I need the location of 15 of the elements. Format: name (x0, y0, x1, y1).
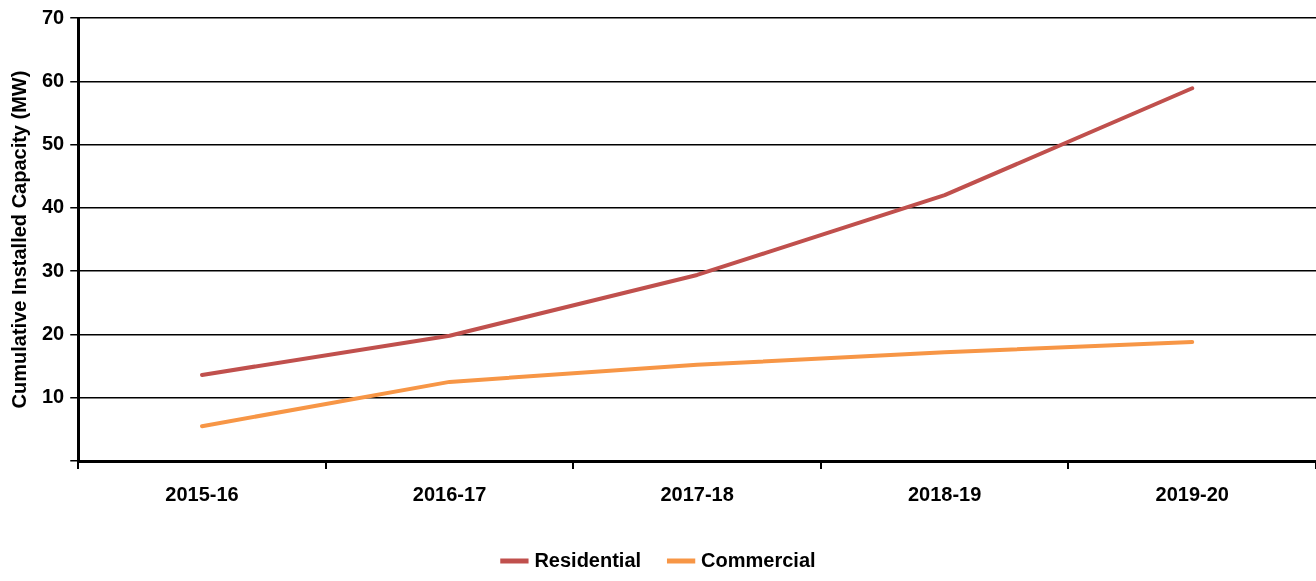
y-tick-label: 70 (42, 5, 65, 28)
y-axis-title: Cumulative Installed Capacity (MW) (7, 70, 30, 409)
x-tick-label: 2018-19 (907, 482, 982, 505)
x-tick-label: 2015-16 (165, 482, 239, 505)
y-tick-label: 40 (42, 195, 65, 218)
y-tick-label: 60 (42, 68, 65, 91)
y-tick-label: 30 (42, 258, 65, 281)
x-tick-label: 2017-18 (660, 482, 734, 505)
x-tick-label: 2016-17 (412, 482, 487, 505)
y-tick-label: 10 (42, 385, 65, 408)
legend-label: Commercial (701, 548, 816, 571)
x-tick-label: 2019-20 (1155, 482, 1229, 505)
y-tick-label: 20 (42, 321, 65, 344)
legend-label: Residential (534, 548, 642, 571)
y-tick-label: 50 (42, 132, 65, 155)
